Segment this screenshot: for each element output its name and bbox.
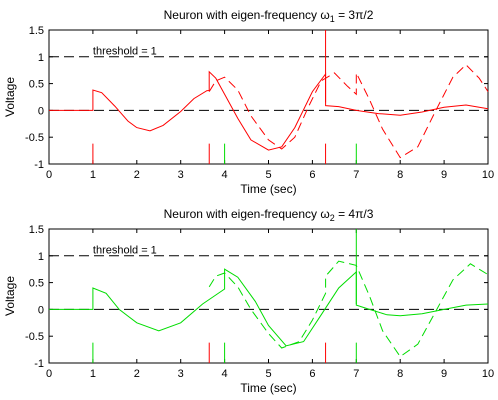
x-axis-label: Time (sec) (240, 182, 296, 196)
x-tick-label: 0 (46, 169, 52, 181)
x-tick-label: 4 (222, 169, 228, 181)
y-tick-label: 0.5 (29, 79, 44, 91)
y-axis-label: Voltage (3, 77, 17, 117)
x-tick-label: 7 (353, 368, 359, 380)
y-tick-label: 1.5 (29, 224, 44, 236)
y-tick-label: 0 (38, 304, 44, 316)
x-tick-label: 6 (309, 169, 315, 181)
y-tick-label: 1 (38, 251, 44, 263)
y-axis-label: Voltage (3, 276, 17, 316)
y-tick-label: 0 (38, 105, 44, 117)
x-tick-label: 9 (441, 169, 447, 181)
x-tick-label: 2 (134, 368, 140, 380)
y-tick-label: -0.5 (25, 132, 44, 144)
y-tick-label: -1 (34, 358, 44, 370)
plot-area (48, 228, 489, 364)
series-dashed (208, 64, 489, 159)
top-panel-neuron-1: 0 1 2 3 4 5 6 7 8 9 10 -1 -0.5 0 0.5 1 1.5 threshold = 1 N… (3, 8, 494, 196)
chart-title-tail: = 3π/2 (335, 8, 374, 22)
x-tick-label: 9 (441, 368, 447, 380)
x-tick-label: 1 (90, 169, 96, 181)
chart-title-tail: = 4π/3 (335, 207, 374, 221)
x-tick-label: 2 (134, 169, 140, 181)
y-tick-label: 1.5 (29, 25, 44, 37)
x-tick-label: 4 (222, 368, 228, 380)
chart-title-main: Neuron with eigen-frequency ω (164, 207, 330, 221)
chart-title-main: Neuron with eigen-frequency ω (164, 8, 330, 22)
x-tick-label: 8 (397, 368, 403, 380)
x-tick-label: 3 (178, 368, 184, 380)
chart-title-subscript: 2 (330, 213, 335, 223)
x-tick-label: 5 (265, 169, 271, 181)
x-tick-label: 8 (397, 169, 403, 181)
plot-area (48, 29, 489, 165)
threshold-annotation: threshold = 1 (93, 245, 157, 257)
x-tick-label: 7 (353, 169, 359, 181)
series-dashed (208, 260, 489, 358)
threshold-annotation: threshold = 1 (93, 46, 157, 58)
chart-title: Neuron with eigen-frequency ω1 = 3π/2 (164, 8, 374, 24)
x-tick-label: 6 (309, 368, 315, 380)
chart-title-subscript: 1 (330, 14, 335, 24)
x-tick-label: 3 (178, 169, 184, 181)
y-tick-label: -1 (34, 159, 44, 171)
bottom-panel-neuron-2: 0 1 2 3 4 5 6 7 8 9 10 -1 -0.5 0 0.5 1 1.5 threshold = 1 N… (3, 207, 494, 395)
series-solid (49, 268, 489, 347)
y-tick-label: -0.5 (25, 331, 44, 343)
chart-title: Neuron with eigen-frequency ω2 = 4π/3 (164, 207, 374, 223)
x-tick-label: 10 (482, 368, 494, 380)
x-tick-label: 10 (482, 169, 494, 181)
x-tick-label: 0 (46, 368, 52, 380)
x-tick-label: 1 (90, 368, 96, 380)
y-tick-label: 0.5 (29, 278, 44, 290)
x-tick-label: 5 (265, 368, 271, 380)
series-solid (49, 70, 489, 151)
y-tick-label: 1 (38, 52, 44, 64)
x-axis-label: Time (sec) (240, 381, 296, 395)
